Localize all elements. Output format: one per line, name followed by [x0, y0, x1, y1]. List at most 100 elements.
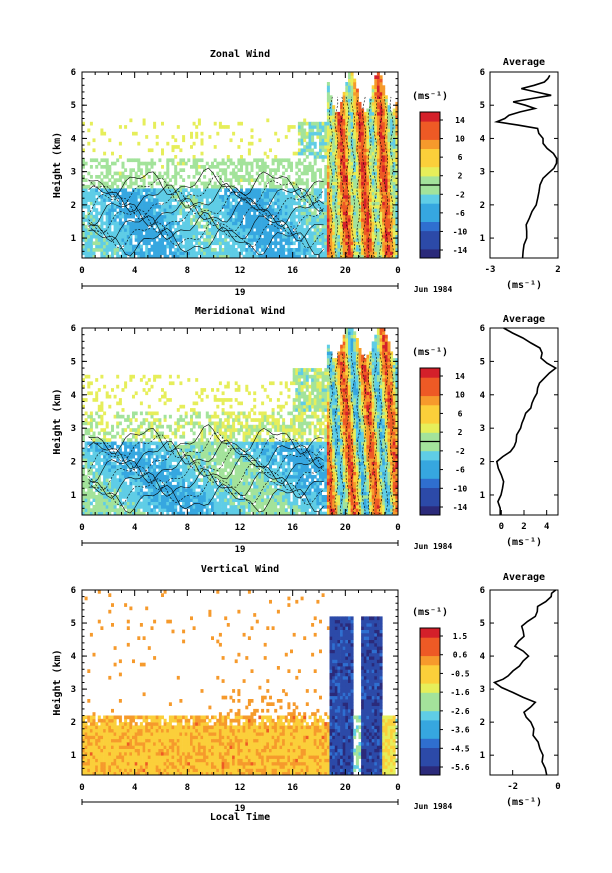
heatmap-cell — [126, 484, 130, 489]
heatmap-cell — [132, 481, 135, 486]
contour-line — [88, 191, 324, 220]
heatmap-cell — [319, 138, 322, 143]
heatmap-cell — [132, 158, 135, 163]
heatmap-cell — [168, 204, 172, 209]
heatmap-cell — [279, 214, 283, 219]
heatmap-cell — [297, 148, 301, 153]
heatmap-cell — [137, 175, 141, 179]
heatmap-cell — [176, 248, 180, 252]
heatmap-cell — [129, 251, 133, 256]
heatmap-cell — [139, 168, 143, 172]
heatmap-cell — [374, 165, 378, 169]
heatmap-cell — [395, 228, 399, 232]
heatmap-cell — [184, 231, 188, 236]
colorbar-tick-label: -6 — [455, 209, 465, 218]
heatmap-cell — [126, 418, 130, 422]
heatmap-cell — [142, 211, 146, 216]
heatmap-cell — [192, 464, 196, 469]
heatmap-cell — [153, 418, 157, 422]
heatmap-cell — [374, 135, 378, 139]
heatmap-cell — [87, 461, 91, 466]
heatmap-cell — [232, 254, 236, 259]
heatmap-cell — [379, 82, 383, 86]
heatmap-cell — [342, 161, 346, 166]
heatmap-cell — [366, 151, 370, 156]
contour-line — [88, 226, 324, 257]
heatmap-cell — [187, 491, 191, 496]
heatmap-cell — [348, 241, 351, 246]
heatmap-cell — [319, 201, 322, 206]
heatmap-cell — [361, 188, 365, 192]
heatmap-cell — [390, 135, 394, 139]
heatmap-cell — [319, 248, 322, 252]
heatmap-cell — [134, 251, 138, 256]
heatmap-cell — [153, 161, 157, 166]
heatmap-cell — [353, 105, 357, 109]
heatmap-cell — [87, 254, 91, 259]
heatmap-cell — [376, 218, 380, 222]
heatmap-cell — [371, 85, 375, 89]
heatmap-cell — [308, 221, 312, 226]
heatmap-cell — [392, 168, 396, 172]
heatmap-cell — [297, 125, 301, 129]
heatmap-cell — [287, 228, 291, 232]
heatmap-cell — [192, 411, 196, 416]
heatmap-cell — [326, 158, 330, 163]
heatmap-cell — [292, 188, 296, 192]
heatmap-cell — [153, 421, 157, 426]
heatmap-cell — [253, 251, 257, 256]
heatmap-cell — [369, 165, 372, 169]
heatmap-cell — [108, 444, 112, 449]
heatmap-cell — [139, 458, 143, 462]
heatmap-cell — [161, 191, 164, 196]
heatmap-cell — [168, 244, 172, 249]
heatmap-cell — [300, 218, 304, 222]
heatmap-cell — [369, 211, 372, 216]
heatmap-cell — [263, 254, 267, 259]
heatmap-cell — [171, 468, 175, 472]
heatmap-cell — [342, 191, 346, 196]
heatmap-cell — [221, 171, 225, 176]
heatmap-cell — [350, 138, 354, 143]
heatmap-cell — [303, 165, 307, 169]
heatmap-cell — [155, 464, 159, 469]
heatmap-cell — [245, 161, 249, 166]
heatmap-cell — [105, 165, 109, 169]
heatmap-cell — [366, 168, 370, 172]
heatmap-cell — [205, 224, 209, 229]
heatmap-cell — [111, 161, 114, 166]
heatmap-cell — [179, 404, 183, 409]
heatmap-cell — [326, 244, 330, 249]
heatmap-cell — [319, 208, 322, 212]
heatmap-cell — [358, 188, 362, 192]
heatmap-cell — [200, 211, 204, 216]
heatmap-cell — [369, 178, 372, 182]
heatmap-cell — [271, 178, 275, 182]
heatmap-cell — [358, 194, 362, 199]
heatmap-cell — [224, 171, 228, 176]
heatmap-cell — [145, 491, 149, 496]
heatmap-cell — [213, 121, 217, 126]
heatmap-cell — [158, 464, 162, 469]
y-tick-label: 6 — [71, 68, 76, 78]
heatmap-cell — [168, 444, 172, 449]
heatmap-cell — [103, 498, 107, 502]
heatmap-cell — [358, 201, 362, 206]
heatmap-cell — [390, 121, 394, 126]
heatmap-cell — [150, 424, 154, 429]
heatmap-cell — [319, 221, 322, 226]
heatmap-cell — [103, 501, 107, 506]
heatmap-cell — [113, 464, 117, 469]
heatmap-cell — [184, 221, 188, 226]
heatmap-cell — [287, 211, 291, 216]
heatmap-cell — [266, 221, 270, 226]
heatmap-cell — [387, 161, 391, 166]
heatmap-cell — [232, 211, 236, 216]
heatmap-cell — [332, 165, 336, 169]
heatmap-cell — [300, 131, 304, 136]
heatmap-cell — [355, 244, 359, 249]
heatmap-cell — [376, 228, 380, 232]
heatmap-cell — [190, 241, 193, 246]
heatmap-cell — [311, 231, 315, 236]
heatmap-cell — [337, 234, 341, 239]
